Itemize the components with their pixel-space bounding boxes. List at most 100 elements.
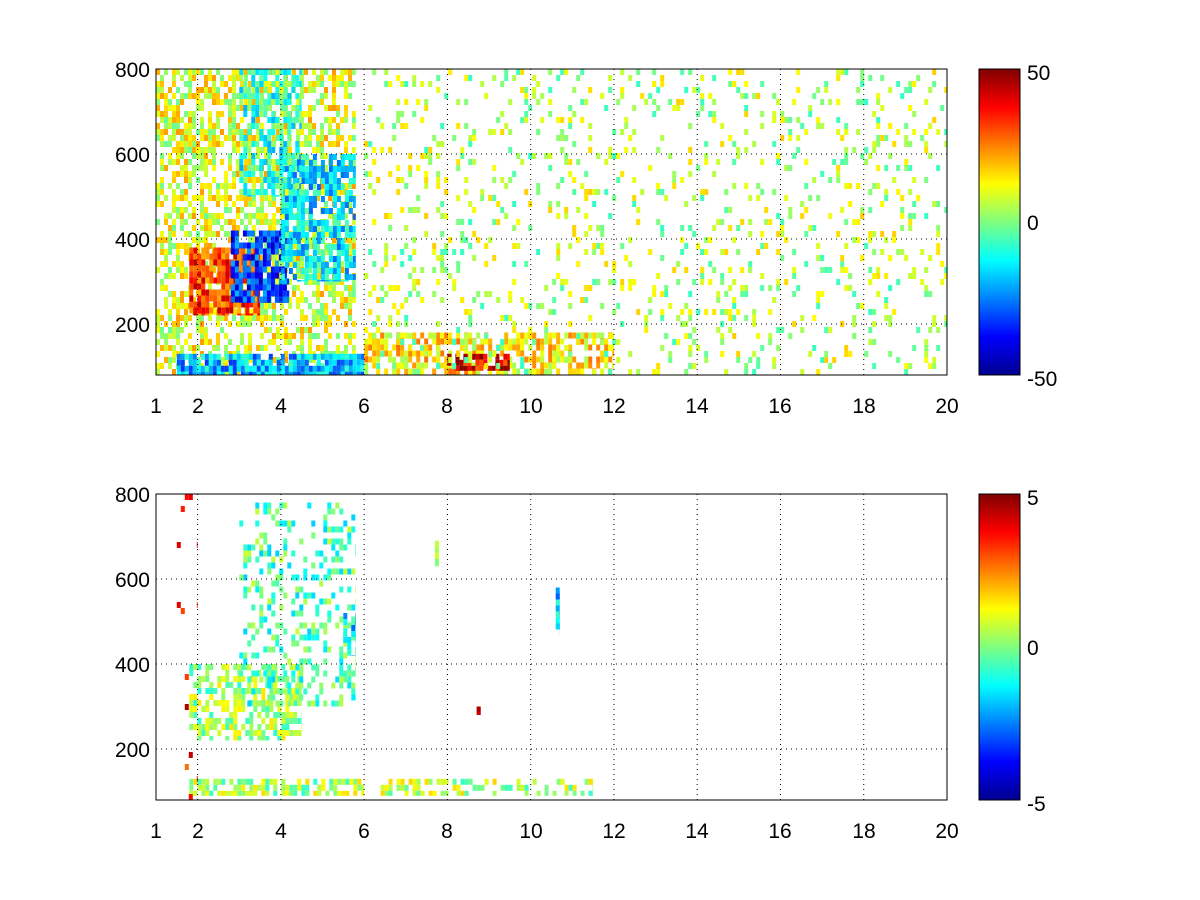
heatmap-cell [311,700,316,707]
heatmap-cell [556,243,561,249]
heatmap-cell [472,344,477,351]
heatmap-cell [295,592,300,599]
heatmap-cell [205,247,210,254]
heatmap-cell [560,285,565,291]
bottom-x-tick-label: 12 [602,820,625,843]
heatmap-cell [688,147,693,153]
heatmap-cell [216,333,220,339]
heatmap-cell [920,279,925,285]
heatmap-cell [460,231,465,237]
heatmap-cell [364,344,369,351]
heatmap-cell [772,111,777,117]
heatmap-cell [328,232,333,238]
heatmap-cell [576,159,581,165]
heatmap-cell [308,166,313,172]
heatmap-cell [444,177,449,183]
heatmap-cell [507,365,510,371]
heatmap-cell [584,189,589,195]
heatmap-cell [205,688,210,694]
heatmap-cell [876,93,881,99]
heatmap-cell [311,574,316,581]
heatmap-cell [205,718,210,724]
heatmap-cell [728,135,733,141]
heatmap-cell [274,248,279,255]
heatmap-cell [308,117,312,123]
top-axes-border [155,68,948,376]
heatmap-cell [200,237,204,243]
heatmap-cell [348,166,353,172]
heatmap-cell [408,273,413,279]
heatmap-cell [251,544,256,551]
heatmap-cell [236,129,240,135]
heatmap-cell [160,153,164,159]
heatmap-cell [267,117,272,123]
heatmap-cell [260,123,264,129]
heatmap-cell [308,303,312,309]
heatmap-cell [243,195,248,197]
heatmap-cell [620,69,625,75]
heatmap-cell [228,207,232,213]
bottom-x-tick-label: 8 [441,820,453,843]
heatmap-cell [700,105,705,111]
heatmap-cell [936,225,941,231]
heatmap-cell [768,219,773,225]
heatmap-cell [744,285,749,291]
heatmap-cell [288,190,293,196]
heatmap-cell [372,159,377,165]
heatmap-cell [258,272,263,279]
heatmap-cell [221,313,226,316]
heatmap-cell [225,295,230,302]
heatmap-cell [241,784,246,791]
heatmap-cell [156,81,160,87]
heatmap-cell [164,111,168,117]
heatmap-cell [261,688,266,694]
heatmap-cell [475,359,480,366]
heatmap-cell [284,250,289,256]
heatmap-cell [356,359,361,366]
heatmap-cell [296,238,301,244]
heatmap-cell [320,93,324,99]
heatmap-cell [852,291,857,297]
heatmap-cell [656,363,661,369]
heatmap-cell [180,117,184,123]
heatmap-cell [328,244,333,250]
heatmap-cell [340,81,344,87]
heatmap-cell [848,273,853,279]
heatmap-cell [229,301,234,308]
heatmap-cell [316,141,320,147]
heatmap-cell [205,271,210,278]
heatmap-cell [720,339,725,345]
heatmap-cell [242,230,247,237]
heatmap-cell [232,171,236,177]
heatmap-cell [944,315,947,321]
heatmap-cell [196,345,200,351]
heatmap-cell [328,166,333,172]
heatmap-cell [944,141,947,147]
heatmap-cell [424,350,429,357]
heatmap-cell [480,350,485,357]
heatmap-cell [600,350,605,357]
heatmap-cell [253,706,258,712]
heatmap-cell [564,332,569,339]
heatmap-cell [304,123,308,129]
heatmap-cell [580,368,585,375]
heatmap-cell [176,339,180,345]
heatmap-cell [580,183,585,189]
heatmap-cell [287,99,292,105]
heatmap-cell [588,332,593,339]
heatmap-cell [772,189,777,195]
heatmap-cell [212,195,216,201]
heatmap-cell [868,309,873,315]
heatmap-cell [332,190,337,196]
heatmap-cell [460,147,465,153]
heatmap-cell [520,332,525,339]
heatmap-cell [347,586,352,593]
heatmap-cell [780,225,785,231]
heatmap-cell [180,225,184,231]
heatmap-cell [596,344,601,351]
heatmap-cell [668,357,673,363]
heatmap-cell [900,249,905,255]
heatmap-cell [272,201,276,207]
heatmap-cell [260,345,264,351]
heatmap-cell [172,105,176,111]
